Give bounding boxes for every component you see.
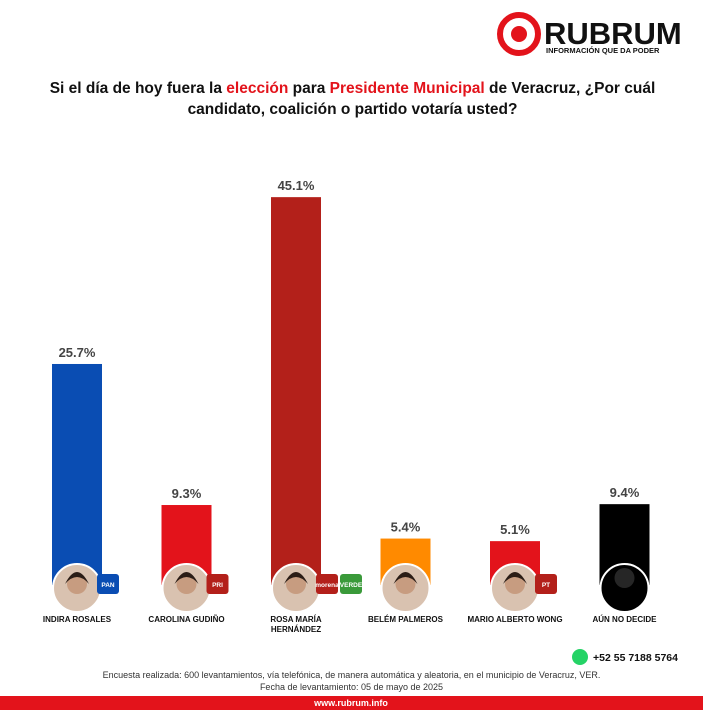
x-tick-label: CAROLINA GUDIÑO	[148, 615, 225, 624]
logo-dot	[511, 26, 527, 42]
photo-hair	[284, 572, 308, 584]
brand-name: RUBRUM	[544, 16, 682, 51]
survey-date: Fecha de levantamiento: 05 de mayo de 20…	[259, 682, 444, 692]
x-tick-label: BELÉM PALMEROS	[368, 615, 443, 624]
title-part: Presidente Municipal	[329, 80, 485, 97]
party-logo	[535, 574, 557, 594]
party-logo	[206, 574, 229, 594]
footer-band	[0, 696, 703, 710]
photo-hair	[65, 572, 89, 584]
party-logo-text: PAN	[101, 582, 115, 589]
bar	[271, 197, 321, 585]
brand-tagline: INFORMACIÓN QUE DA PODER	[546, 46, 660, 55]
value-label: 25.7%	[59, 345, 96, 360]
candidate-photo	[599, 563, 650, 613]
party-logo-text: morena	[315, 582, 339, 589]
phone: +52 55 7188 5764	[593, 652, 678, 664]
logo-ring	[497, 12, 541, 56]
value-label: 5.1%	[500, 522, 530, 537]
whatsapp-icon	[572, 649, 588, 665]
x-tick-label: ROSA MARÍA HERNÁNDEZ	[270, 615, 322, 634]
party-logo-text: PRI	[212, 582, 223, 589]
party-logo	[316, 574, 338, 594]
x-tick-label: AÚN NO DECIDE	[592, 615, 657, 624]
value-label: 45.1%	[278, 178, 315, 193]
photo-hair	[503, 572, 527, 584]
photo-hair	[174, 572, 199, 584]
value-label: 5.4%	[391, 520, 421, 535]
photo-hair	[393, 572, 418, 584]
title-part: para	[288, 80, 330, 97]
title-part: de Veracruz, ¿Por cuál candidato, coalic…	[187, 80, 656, 118]
bar	[52, 363, 102, 585]
value-label: 9.4%	[610, 485, 640, 500]
value-label: 9.3%	[172, 486, 202, 501]
party-logo-text: VERDE	[340, 582, 363, 589]
party-logo	[340, 574, 362, 594]
photo-face	[176, 574, 197, 594]
survey-note: Encuesta realizada: 600 levantamientos, …	[102, 670, 601, 680]
silhouette-head	[614, 568, 635, 588]
x-tick-label: MARIO ALBERTO WONG	[467, 615, 563, 624]
url: www.rubrum.info	[313, 698, 388, 708]
photo-face	[286, 574, 306, 594]
title-part: elección	[226, 80, 289, 97]
x-tick-label: INDIRA ROSALES	[42, 615, 112, 624]
title-part: Si el día de hoy fuera la	[49, 80, 227, 97]
party-logo	[97, 574, 119, 594]
chart-title: Si el día de hoy fuera la elección para …	[20, 78, 685, 120]
photo-face	[67, 574, 87, 594]
photo-face	[505, 574, 525, 594]
photo-face	[395, 574, 416, 594]
party-logo-text: PT	[542, 582, 550, 589]
